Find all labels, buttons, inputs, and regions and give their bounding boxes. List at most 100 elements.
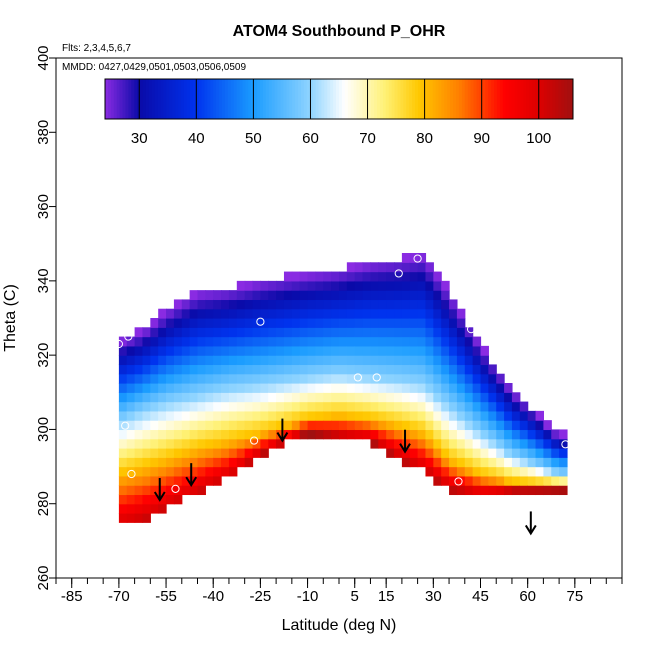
field-cell (291, 429, 301, 440)
field-cell (378, 318, 387, 328)
field-cell (543, 429, 552, 440)
field-cell (221, 383, 230, 393)
field-cell (417, 383, 427, 393)
field-cell (221, 355, 230, 366)
field-cell (181, 466, 191, 477)
field-cell (401, 420, 411, 431)
field-cell (425, 271, 434, 282)
field-cell (496, 466, 505, 477)
field-cell (299, 271, 309, 282)
field-cell (362, 401, 372, 412)
field-cell (417, 280, 427, 291)
field-cell (205, 383, 214, 393)
field-cell (221, 457, 230, 468)
field-cell (441, 355, 450, 366)
field-cell (299, 383, 309, 393)
field-cell (409, 429, 419, 440)
field-cell (244, 457, 254, 468)
field-cell (378, 308, 387, 319)
colorbar-segment (529, 79, 533, 119)
field-cell (425, 401, 434, 412)
field-cell (378, 327, 387, 338)
colorbar-segment (400, 79, 404, 119)
colorbar-segment (494, 79, 498, 119)
colorbar-segment (151, 79, 156, 119)
field-cell (276, 327, 285, 338)
field-cell (456, 364, 466, 375)
field-cell (346, 355, 356, 366)
field-cell (433, 299, 442, 310)
colorbar-segment (280, 79, 284, 119)
field-cell (433, 280, 442, 291)
field-cell (315, 364, 324, 375)
colorbar-segment (491, 79, 495, 119)
colorbar-segment (543, 79, 548, 119)
field-cell (433, 466, 442, 477)
field-cell (386, 262, 395, 273)
field-cell (213, 308, 222, 319)
field-cell (449, 327, 458, 338)
field-cell (331, 420, 340, 431)
colorbar-tick-label: 90 (473, 130, 490, 147)
field-cell (150, 318, 159, 328)
field-cell (181, 457, 191, 468)
field-cell (433, 392, 442, 403)
field-cell (307, 355, 317, 366)
field-cell (291, 392, 301, 403)
field-cell (291, 420, 301, 431)
field-cell (197, 457, 206, 468)
field-cell (527, 410, 537, 421)
field-cell (260, 280, 269, 291)
field-cell (283, 345, 293, 356)
field-cell (268, 290, 277, 301)
field-cell (362, 410, 372, 421)
field-cell (205, 438, 214, 449)
field-cell (370, 420, 379, 431)
field-cell (339, 355, 348, 366)
field-cell (401, 253, 411, 263)
field-cell (417, 336, 427, 347)
field-cell (158, 420, 167, 431)
field-cell (456, 336, 466, 347)
field-cell (307, 364, 317, 375)
colorbar-segment (432, 79, 437, 119)
colorbar: 30 40 50 60 70 80 90 100 (104, 78, 574, 147)
field-cell (449, 438, 458, 449)
field-cell (378, 271, 387, 282)
field-cell (323, 290, 332, 301)
field-cell (134, 429, 144, 440)
field-cell (370, 336, 379, 347)
field-cell (417, 318, 427, 328)
field-cell (456, 373, 466, 384)
colorbar-tick-label: 100 (526, 130, 551, 147)
field-cell (394, 448, 403, 458)
field-cell (134, 503, 144, 514)
field-cell (134, 336, 144, 347)
colorbar-segment (113, 79, 118, 119)
field-cell (559, 457, 568, 468)
field-cell (535, 429, 544, 440)
field-cell (339, 410, 348, 421)
field-cell (291, 336, 301, 347)
field-cell (197, 475, 206, 486)
field-cell (118, 429, 128, 440)
colorbar-segment (532, 79, 536, 119)
field-cell (433, 475, 442, 486)
field-cell (205, 299, 214, 310)
field-cell (543, 420, 552, 431)
field-cell (480, 466, 489, 477)
field-cell (228, 373, 238, 384)
field-cell (362, 280, 372, 291)
field-cell (291, 364, 301, 375)
field-cell (173, 373, 183, 384)
field-cell (323, 401, 332, 412)
field-cell (370, 280, 379, 291)
field-cell (189, 420, 199, 431)
field-cell (519, 401, 529, 412)
field-cell (189, 308, 199, 319)
field-cell (166, 318, 175, 328)
field-cell (134, 392, 144, 403)
field-cell (276, 420, 285, 431)
field-cell (417, 401, 427, 412)
field-cell (205, 429, 214, 440)
